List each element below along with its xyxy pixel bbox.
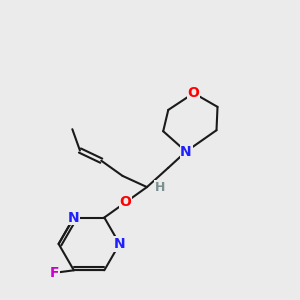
Text: O: O	[188, 86, 200, 100]
Text: N: N	[114, 237, 125, 251]
Text: H: H	[154, 181, 165, 194]
Text: O: O	[120, 195, 132, 209]
Text: F: F	[50, 266, 59, 280]
Text: N: N	[68, 211, 80, 224]
Text: N: N	[180, 145, 192, 158]
